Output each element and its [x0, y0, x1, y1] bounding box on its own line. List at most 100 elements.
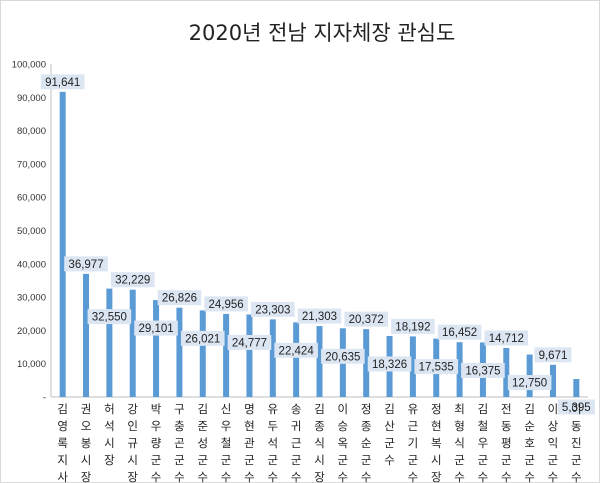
data-label: 17,535	[419, 362, 454, 374]
data-label-bg	[40, 74, 85, 90]
data-label-bg	[297, 308, 342, 324]
bar	[363, 329, 370, 397]
data-label-bg	[110, 272, 155, 288]
data-label-bg	[534, 347, 572, 363]
bar	[199, 310, 206, 397]
x-axis-labels: 김 영 록 지 사 권 오 봉 시 장 허 석 시 장 강 인 규 시 장 박 우 량 군 수 구 충 곤 군 수 김 준 성 군 수 신 우 철 군 수 명…	[57, 402, 581, 483]
data-label: 9,671	[539, 350, 568, 362]
chart-title: 2020년 전남 지자체장 관심도	[189, 21, 456, 45]
data-label: 29,101	[138, 323, 173, 335]
data-label-bg	[414, 359, 459, 375]
data-label: 5,395	[562, 402, 591, 414]
data-label: 14,712	[489, 333, 524, 345]
data-label: 18,192	[395, 321, 430, 333]
data-label-bg	[134, 320, 178, 336]
data-label-bg	[204, 296, 248, 312]
bar	[293, 322, 300, 397]
data-label-bg	[157, 290, 202, 306]
data-label-bg	[274, 342, 318, 358]
bar	[59, 91, 66, 397]
data-label: 36,977	[68, 259, 103, 271]
data-label-bg	[227, 334, 272, 350]
bar	[549, 364, 556, 397]
y-tick-label: 80,000	[17, 126, 46, 137]
data-label: 32,550	[92, 312, 127, 324]
y-tick-label: -	[43, 393, 46, 404]
y-tick-label: 10,000	[17, 359, 46, 370]
data-label: 24,777	[232, 337, 267, 349]
data-label: 16,452	[442, 327, 477, 339]
data-label: 91,641	[45, 77, 80, 89]
bar	[129, 289, 136, 397]
data-label: 20,635	[325, 351, 360, 363]
y-tick-label: 20,000	[17, 326, 46, 337]
data-label: 26,021	[185, 333, 220, 345]
data-label: 12,750	[512, 378, 547, 390]
bar-series	[59, 91, 580, 397]
data-label-bg	[461, 362, 505, 378]
bar	[456, 342, 463, 397]
data-label: 21,303	[302, 311, 337, 323]
data-label-bg	[507, 375, 552, 391]
y-tick-label: 40,000	[17, 259, 46, 270]
data-label-bg	[344, 311, 388, 327]
data-label: 22,424	[279, 345, 315, 357]
bar	[83, 273, 90, 397]
data-label-bg	[367, 356, 412, 372]
bar	[503, 348, 510, 397]
bar	[176, 307, 183, 397]
bar	[573, 379, 580, 397]
y-tick-label: 70,000	[17, 159, 46, 170]
data-label-bg	[180, 330, 225, 346]
y-tick-label: 30,000	[17, 293, 46, 304]
y-axis-ticks: - 10,000 20,000 30,000 40,000 50,000 60,000 70,…	[12, 60, 46, 404]
data-label-bg	[391, 318, 435, 334]
data-label: 20,372	[349, 314, 384, 326]
bar	[223, 313, 230, 397]
bar	[269, 319, 276, 397]
y-tick-label: 100,000	[12, 60, 46, 71]
bar	[106, 288, 113, 397]
data-label: 26,826	[162, 293, 197, 305]
bar	[153, 300, 160, 397]
data-label-bg	[484, 330, 529, 346]
data-label-bg	[87, 309, 132, 325]
data-label-bg	[64, 256, 108, 272]
data-label: 16,375	[465, 365, 500, 377]
data-label-bg	[437, 324, 482, 340]
data-label: 18,326	[372, 359, 407, 371]
data-label: 32,229	[115, 275, 150, 287]
bar	[246, 314, 253, 397]
data-label-bg	[321, 348, 365, 364]
y-tick-label: 60,000	[17, 193, 46, 204]
y-tick-label: 90,000	[17, 93, 46, 104]
data-labels: 91,641 36,977 32,550 32,229 29,101 26,826 26,0…	[40, 74, 595, 415]
data-label: 24,956	[209, 299, 244, 311]
bar	[409, 336, 416, 397]
data-label: 23,303	[255, 304, 290, 316]
data-label-bg	[557, 399, 595, 415]
bar	[316, 326, 323, 397]
